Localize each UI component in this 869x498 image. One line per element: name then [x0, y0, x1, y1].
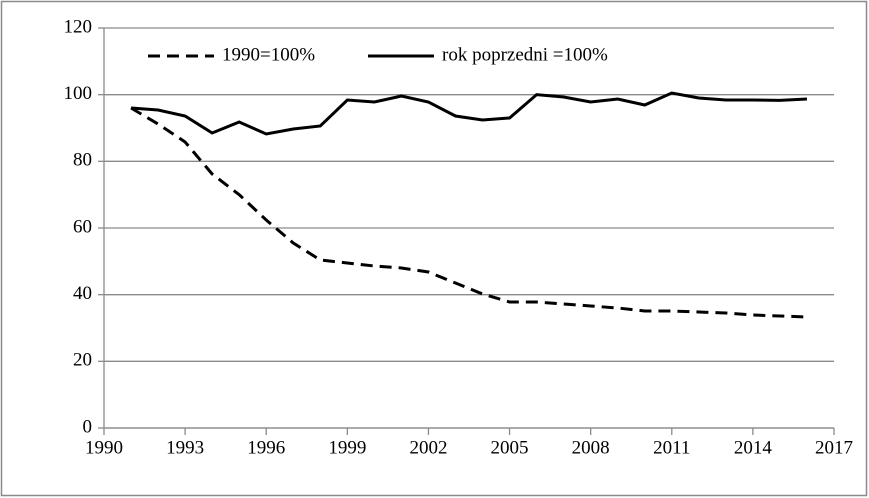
data-line: [130, 91, 808, 136]
x-tick-label: 2002: [409, 437, 447, 458]
legend-label: 1990=100%: [222, 44, 315, 65]
x-tick-label: 1990: [85, 437, 123, 458]
y-tick-label: 60: [73, 216, 92, 237]
x-tick-label: 2008: [572, 437, 610, 458]
y-tick-label: 20: [73, 350, 92, 371]
y-tick-label: 100: [64, 83, 93, 104]
y-tick-label: 120: [64, 16, 93, 37]
x-tick-label: 1999: [328, 437, 366, 458]
x-tick-label: 2014: [734, 437, 773, 458]
x-tick-label: 2005: [491, 437, 529, 458]
x-tick-label: 1993: [166, 437, 204, 458]
x-tick-label: 1996: [247, 437, 285, 458]
legend-label: rok poprzedni =100%: [442, 44, 608, 65]
y-tick-label: 80: [73, 150, 92, 171]
y-tick-label: 0: [83, 416, 93, 437]
x-tick-label: 2011: [653, 437, 690, 458]
y-tick-label: 40: [73, 283, 92, 304]
x-tick-label: 2017: [815, 437, 853, 458]
